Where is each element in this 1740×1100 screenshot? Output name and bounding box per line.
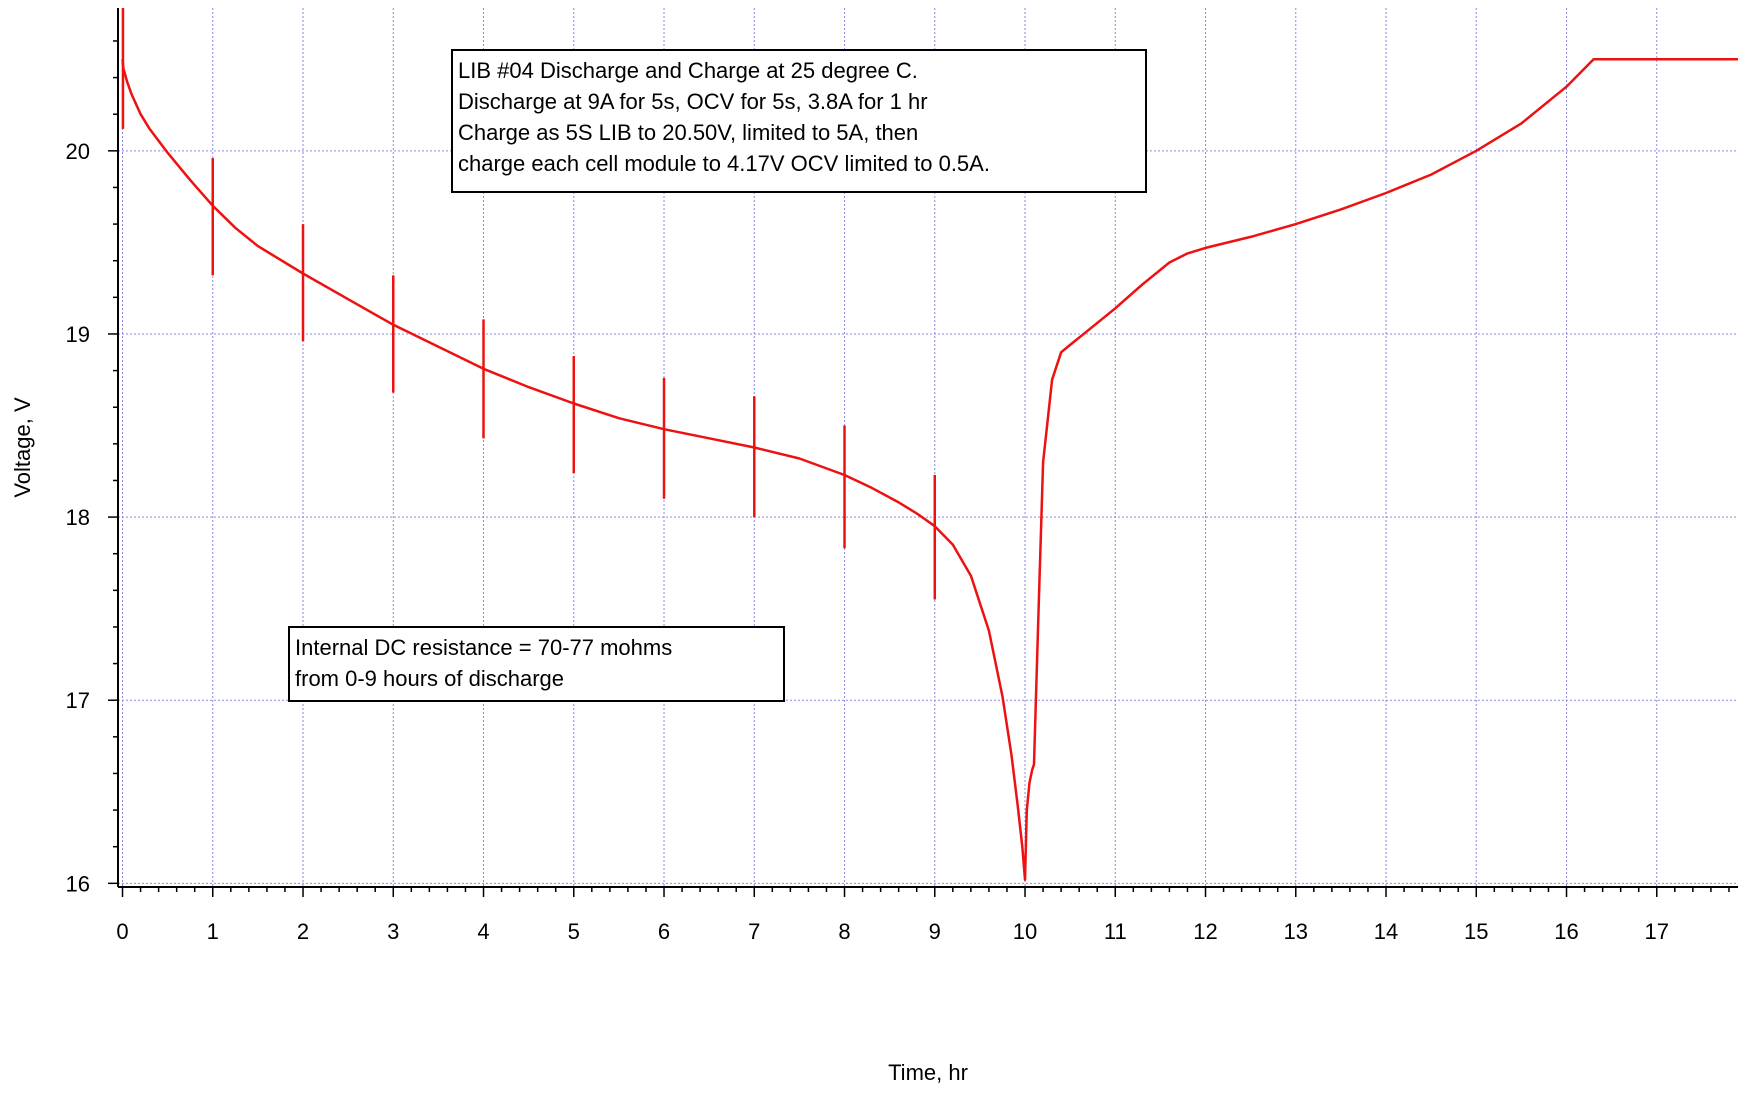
y-tick-label: 20	[66, 139, 90, 164]
x-tick-label: 4	[477, 919, 489, 944]
x-tick-label: 1	[207, 919, 219, 944]
annotation-line: from 0-9 hours of discharge	[295, 666, 564, 691]
x-tick-label: 7	[748, 919, 760, 944]
y-tick-label: 19	[66, 322, 90, 347]
x-tick-label: 8	[838, 919, 850, 944]
x-tick-label: 6	[658, 919, 670, 944]
y-tick-label: 17	[66, 688, 90, 713]
x-tick-label: 16	[1554, 919, 1578, 944]
x-tick-label: 17	[1645, 919, 1669, 944]
x-tick-label: 5	[568, 919, 580, 944]
series	[121, 8, 1738, 881]
x-axis-title: Time, hr	[888, 1060, 968, 1085]
x-tick-label: 10	[1013, 919, 1037, 944]
annotation-line: Discharge at 9A for 5s, OCV for 5s, 3.8A…	[458, 89, 928, 114]
y-tick-label: 16	[66, 871, 90, 896]
x-tick-label: 13	[1284, 919, 1308, 944]
annotation-line: Charge as 5S LIB to 20.50V, limited to 5…	[458, 120, 918, 145]
annotation-line: Internal DC resistance = 70-77 mohms	[295, 635, 672, 660]
annotation-line: charge each cell module to 4.17V OCV lim…	[458, 151, 990, 176]
annotation-box	[451, 49, 1147, 193]
grid	[118, 8, 1738, 887]
annotations: LIB #04 Discharge and Charge at 25 degre…	[288, 49, 1147, 702]
y-axis-title: Voltage, V	[10, 397, 35, 498]
x-tick-label: 0	[116, 919, 128, 944]
x-tick-label: 11	[1104, 919, 1127, 944]
x-tick-label: 14	[1374, 919, 1398, 944]
x-tick-label: 9	[929, 919, 941, 944]
x-tick-label: 2	[297, 919, 309, 944]
annotation-line: LIB #04 Discharge and Charge at 25 degre…	[458, 58, 918, 83]
x-tick-label: 15	[1464, 919, 1488, 944]
x-tick-label: 12	[1193, 919, 1217, 944]
y-tick-label: 18	[66, 505, 90, 530]
series-line	[121, 58, 1738, 881]
annotation-box	[288, 626, 785, 702]
annotation-dc-resistance: Internal DC resistance = 70-77 mohms from…	[288, 626, 785, 702]
annotation-test-conditions: LIB #04 Discharge and Charge at 25 degre…	[451, 49, 1147, 193]
x-tick-label: 3	[387, 919, 399, 944]
